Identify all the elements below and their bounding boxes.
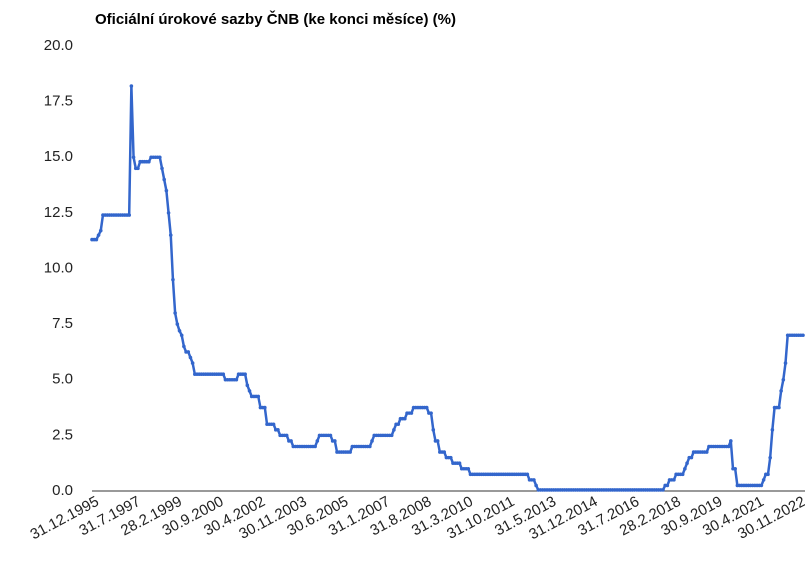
point bbox=[328, 433, 333, 438]
point bbox=[683, 466, 687, 471]
point bbox=[704, 450, 709, 454]
point bbox=[158, 155, 162, 160]
point bbox=[179, 333, 184, 338]
point bbox=[442, 450, 447, 454]
point bbox=[247, 389, 252, 393]
point bbox=[466, 466, 471, 471]
point bbox=[147, 159, 151, 164]
y-tick-label: 17.5 bbox=[44, 93, 73, 110]
point bbox=[245, 383, 250, 388]
point bbox=[733, 466, 737, 471]
y-tick-label: 0.0 bbox=[52, 482, 73, 499]
point bbox=[534, 483, 538, 488]
point bbox=[672, 478, 676, 482]
point bbox=[186, 350, 191, 354]
point bbox=[94, 237, 99, 242]
point bbox=[392, 428, 396, 432]
point bbox=[166, 211, 171, 215]
point bbox=[348, 450, 352, 454]
point bbox=[661, 488, 665, 492]
line bbox=[92, 84, 803, 492]
y-tick-label: 12.5 bbox=[44, 204, 73, 221]
point bbox=[781, 377, 786, 382]
point bbox=[726, 444, 731, 449]
point bbox=[221, 372, 226, 376]
point bbox=[136, 166, 140, 171]
point bbox=[779, 389, 783, 393]
point bbox=[370, 439, 374, 443]
point bbox=[435, 439, 440, 443]
chart-title: Oficiální úrokové sazby ČNB (ke konci mě… bbox=[95, 10, 456, 28]
point bbox=[685, 461, 689, 465]
point bbox=[665, 483, 670, 488]
point bbox=[284, 433, 289, 438]
point bbox=[777, 405, 781, 410]
point bbox=[770, 428, 775, 432]
point bbox=[429, 411, 433, 415]
point bbox=[276, 428, 280, 432]
y-tick-label: 7.5 bbox=[52, 315, 73, 332]
point bbox=[271, 422, 276, 427]
point bbox=[532, 478, 536, 482]
point bbox=[162, 177, 166, 182]
point bbox=[389, 433, 394, 438]
y-tick-label: 2.5 bbox=[52, 426, 73, 443]
point bbox=[263, 405, 267, 410]
point bbox=[129, 84, 134, 88]
point bbox=[131, 155, 136, 160]
point bbox=[409, 411, 414, 415]
point bbox=[98, 228, 103, 233]
y-tick-label: 15.0 bbox=[44, 148, 73, 165]
y-tick-label: 20.0 bbox=[44, 37, 73, 54]
point bbox=[801, 333, 805, 338]
point bbox=[188, 355, 193, 360]
point bbox=[783, 361, 788, 365]
point bbox=[457, 461, 462, 465]
point bbox=[177, 329, 182, 333]
point bbox=[525, 472, 530, 477]
point bbox=[680, 472, 685, 477]
point bbox=[234, 377, 239, 382]
point bbox=[768, 455, 772, 460]
point bbox=[190, 361, 195, 365]
point bbox=[256, 394, 261, 399]
point bbox=[761, 478, 766, 482]
point bbox=[127, 213, 131, 217]
point bbox=[164, 188, 169, 193]
y-tick-label: 5.0 bbox=[52, 371, 73, 388]
point bbox=[168, 233, 173, 237]
point bbox=[182, 344, 186, 349]
point bbox=[424, 405, 429, 410]
point bbox=[759, 483, 764, 488]
point bbox=[315, 439, 320, 443]
y-tick-label: 10.0 bbox=[44, 259, 73, 276]
point bbox=[729, 439, 733, 443]
point bbox=[396, 422, 401, 427]
point bbox=[173, 311, 177, 315]
point bbox=[333, 439, 337, 443]
point bbox=[403, 416, 407, 421]
point bbox=[160, 166, 164, 171]
point bbox=[171, 277, 175, 282]
point bbox=[448, 455, 453, 460]
point bbox=[313, 444, 317, 449]
point bbox=[689, 455, 694, 460]
point bbox=[96, 233, 101, 237]
point bbox=[766, 472, 770, 477]
point bbox=[243, 372, 247, 376]
point bbox=[289, 439, 293, 443]
point bbox=[368, 444, 372, 449]
point bbox=[175, 322, 180, 326]
point bbox=[431, 428, 436, 432]
